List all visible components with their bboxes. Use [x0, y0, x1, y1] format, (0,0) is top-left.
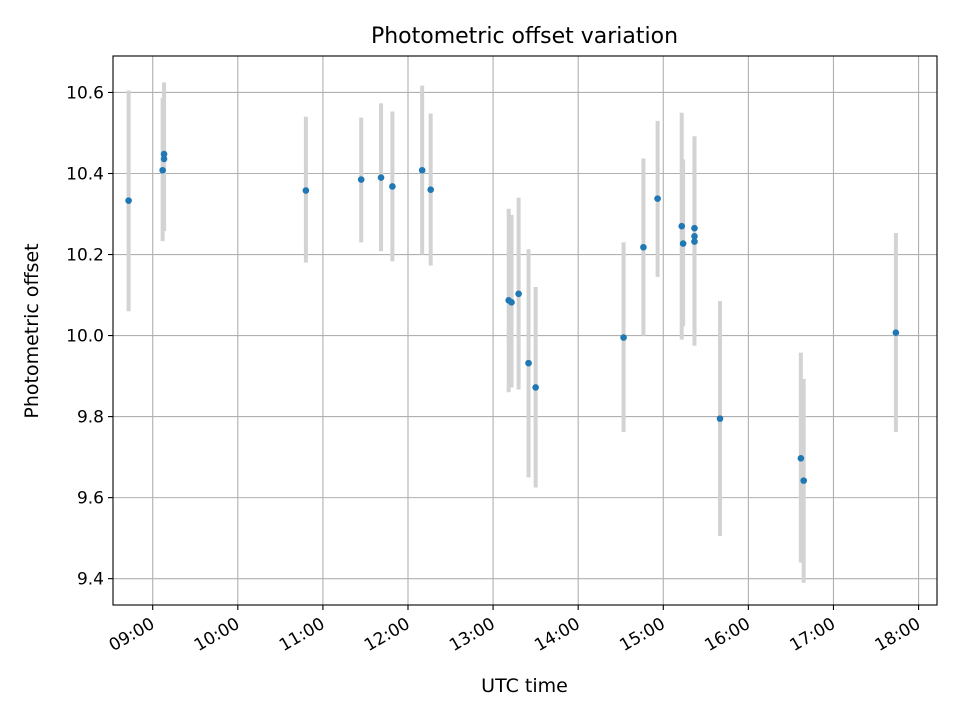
y-axis-ticks: 9.4 9.6 9.8 10.0 10.2 10.4 10.6 — [66, 83, 113, 590]
data-point — [640, 243, 647, 251]
data-point — [389, 183, 396, 190]
chart-title: Photometric offset variation — [371, 24, 678, 49]
data-point — [357, 176, 365, 183]
data-point — [159, 166, 166, 174]
y-tick-label: 10.2 — [66, 246, 104, 266]
data-point — [797, 455, 805, 462]
data-point — [654, 195, 661, 202]
data-point — [620, 334, 627, 341]
y-tick-label: 9.4 — [77, 570, 104, 590]
data-point — [525, 359, 532, 367]
data-point — [377, 174, 385, 181]
data-point — [302, 187, 310, 194]
y-tick-label: 9.8 — [77, 408, 104, 428]
data-point — [691, 232, 698, 240]
data-point — [515, 290, 522, 298]
data-point — [678, 222, 686, 230]
y-tick-label: 9.6 — [77, 489, 104, 509]
data-point — [427, 186, 434, 194]
data-point — [892, 329, 900, 337]
data-point — [691, 238, 698, 245]
data-point — [716, 415, 724, 422]
data-point — [532, 384, 539, 391]
data-point — [691, 224, 698, 232]
data-point — [800, 477, 807, 484]
data-points — [125, 150, 900, 484]
y-tick-label: 10.6 — [66, 83, 104, 103]
data-point — [160, 155, 168, 163]
plot-area-frame — [112, 55, 938, 606]
data-point — [679, 240, 687, 247]
x-axis-label: UTC time — [481, 675, 568, 697]
data-point — [125, 197, 132, 204]
data-point — [160, 150, 168, 158]
y-tick-label: 10.0 — [66, 327, 104, 347]
data-point — [418, 166, 426, 174]
y-axis-label: Photometric offset — [21, 243, 43, 418]
data-point — [508, 299, 515, 306]
y-tick-label: 10.4 — [66, 164, 104, 184]
